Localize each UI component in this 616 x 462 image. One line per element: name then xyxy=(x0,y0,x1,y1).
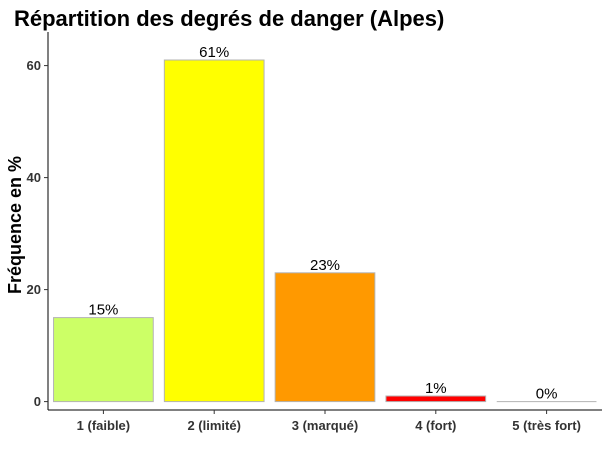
data-label: 0% xyxy=(536,386,558,403)
data-label: 15% xyxy=(88,302,118,319)
bar xyxy=(163,59,265,403)
y-axis-label: Fréquence en % xyxy=(5,156,25,294)
bar xyxy=(385,395,487,403)
chart-title: Répartition des degrés de danger (Alpes) xyxy=(14,6,444,31)
plot-area: 0 20 40 60 15% 1 (faible) 61% 2 (limité) 23% 3 (m… xyxy=(27,32,602,433)
x-tick-label: 1 (faible) xyxy=(77,418,130,433)
bar xyxy=(53,317,154,403)
y-tick-label: 40 xyxy=(27,170,41,185)
data-label: 23% xyxy=(310,257,340,274)
data-label: 1% xyxy=(425,380,447,397)
x-tick-label: 4 (fort) xyxy=(415,418,456,433)
data-label: 61% xyxy=(199,44,229,61)
x-tick-label: 5 (très fort) xyxy=(512,418,581,433)
bar xyxy=(274,272,376,403)
y-tick-label: 20 xyxy=(27,282,41,297)
x-tick-label: 2 (limité) xyxy=(187,418,240,433)
y-tick-label: 60 xyxy=(27,58,41,73)
y-tick-label: 0 xyxy=(34,394,41,409)
x-tick-label: 3 (marqué) xyxy=(292,418,358,433)
